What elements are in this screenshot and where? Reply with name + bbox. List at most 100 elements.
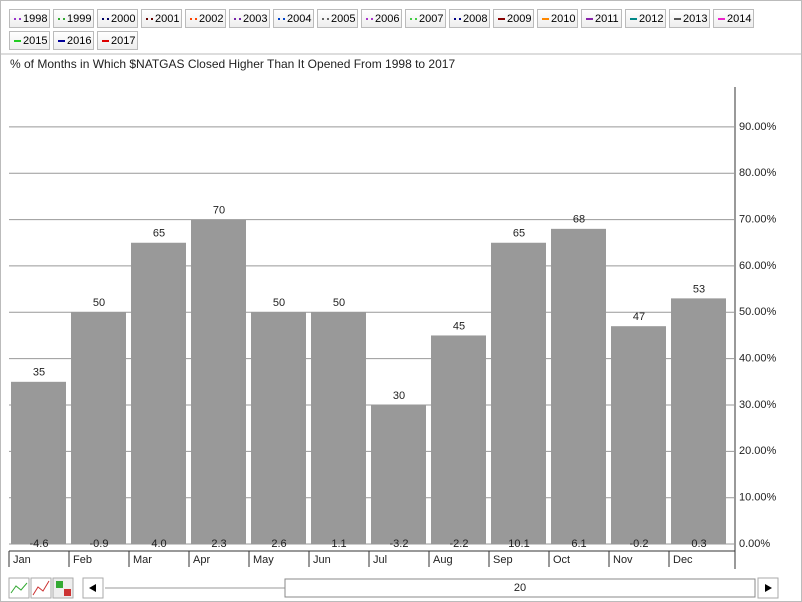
- legend-button[interactable]: 2001: [141, 9, 182, 28]
- legend-button[interactable]: 2009: [493, 9, 534, 28]
- arrow-left: [89, 584, 96, 592]
- legend-label: 2008: [463, 13, 488, 25]
- legend-swatch: [366, 18, 373, 21]
- legend-label: 2000: [111, 13, 136, 25]
- legend-button[interactable]: 2008: [449, 9, 490, 28]
- legend-label: 2003: [243, 13, 268, 25]
- y-tick-label: 20.00%: [739, 445, 777, 457]
- legend-button[interactable]: 2000: [97, 9, 138, 28]
- y-tick-label: 40.00%: [739, 353, 777, 365]
- legend-label: 1999: [67, 13, 92, 25]
- bar: [671, 298, 726, 545]
- bottom-label: 0.3: [691, 538, 706, 550]
- bar: [371, 404, 426, 545]
- value-label: 53: [693, 283, 705, 295]
- legend-button[interactable]: 2011: [581, 9, 622, 28]
- bar: [491, 242, 546, 545]
- arrow-right: [765, 584, 772, 592]
- legend-label: 2011: [595, 13, 619, 25]
- line-icon-glyph: [10, 582, 28, 594]
- legend-button[interactable]: 2010: [537, 9, 578, 28]
- legend-label: 2009: [507, 13, 532, 25]
- bar: [551, 228, 606, 545]
- bar: [191, 219, 246, 545]
- legend-label: 2016: [67, 35, 92, 47]
- legend-swatch: [498, 18, 505, 21]
- bottom-label: -0.2: [630, 538, 649, 550]
- chart-icon-glyph: [32, 580, 50, 596]
- y-tick-label: 50.00%: [739, 306, 777, 318]
- bottom-label: 1.1: [331, 538, 346, 550]
- legend-button[interactable]: 2003: [229, 9, 270, 28]
- x-tick-label: Feb: [73, 554, 92, 566]
- legend-label: 2017: [111, 35, 136, 47]
- legend-swatch: [322, 18, 329, 21]
- legend-swatch: [58, 18, 65, 21]
- legend-swatch: [234, 18, 241, 21]
- bar-icon-glyph: [56, 581, 63, 588]
- bottom-label: -3.2: [390, 538, 409, 550]
- scroll-value: 20: [514, 582, 526, 594]
- legend-button[interactable]: 2002: [185, 9, 226, 28]
- legend-button[interactable]: 2017: [97, 31, 138, 50]
- value-label: 70: [213, 204, 225, 216]
- separator: [1, 53, 801, 55]
- x-tick-label: Mar: [133, 554, 152, 566]
- bottom-label: -4.6: [30, 538, 49, 550]
- legend-button[interactable]: 2013: [669, 9, 710, 28]
- x-tick-label: Aug: [433, 554, 453, 566]
- legend-swatch: [454, 18, 461, 21]
- legend-label: 1998: [23, 13, 48, 25]
- legend-label: 2007: [419, 13, 444, 25]
- bottom-label: -2.2: [450, 538, 469, 550]
- legend-label: 2012: [639, 13, 664, 25]
- y-tick-label: 70.00%: [739, 213, 777, 225]
- bar: [311, 312, 366, 545]
- x-tick-label: Dec: [673, 554, 693, 566]
- bar: [431, 335, 486, 545]
- chart-icon[interactable]: [30, 577, 52, 599]
- legend-label: 2002: [199, 13, 224, 25]
- bottom-label: 2.3: [211, 538, 226, 550]
- bottom-label: 6.1: [571, 538, 586, 550]
- scroll-thumb[interactable]: [284, 578, 756, 598]
- y-tick-label: 30.00%: [739, 399, 777, 411]
- value-label: 68: [573, 214, 585, 226]
- legend-label: 2006: [375, 13, 400, 25]
- x-tick-label: Apr: [193, 554, 210, 566]
- x-tick-label: May: [253, 554, 274, 566]
- legend-button[interactable]: 1999: [53, 9, 94, 28]
- legend-swatch: [146, 18, 153, 21]
- bottom-label: 10.1: [508, 538, 529, 550]
- legend-swatch: [586, 18, 593, 21]
- value-label: 50: [273, 297, 285, 309]
- x-tick-label: Jun: [313, 554, 331, 566]
- bar: [71, 312, 126, 545]
- legend-button[interactable]: 2014: [713, 9, 754, 28]
- legend-swatch: [674, 18, 681, 21]
- y-tick-label: 0.00%: [739, 538, 770, 550]
- legend-button[interactable]: 2005: [317, 9, 358, 28]
- legend-button[interactable]: 2012: [625, 9, 666, 28]
- legend-label: 2010: [551, 13, 576, 25]
- legend-swatch: [718, 18, 725, 21]
- x-tick-label: Sep: [493, 554, 513, 566]
- y-tick-label: 80.00%: [739, 167, 777, 179]
- legend-button[interactable]: 2007: [405, 9, 446, 28]
- bar: [11, 381, 66, 545]
- value-label: 35: [33, 367, 45, 379]
- legend-button[interactable]: 2016: [53, 31, 94, 50]
- legend-button[interactable]: 2015: [9, 31, 50, 50]
- legend-button[interactable]: 2006: [361, 9, 402, 28]
- x-tick-label: Jan: [13, 554, 31, 566]
- legend-swatch: [190, 18, 197, 21]
- legend-button[interactable]: 2004: [273, 9, 314, 28]
- legend-swatch: [630, 18, 637, 21]
- legend-button[interactable]: 1998: [9, 9, 50, 28]
- value-label: 50: [93, 297, 105, 309]
- legend-label: 2014: [727, 13, 752, 25]
- y-tick-label: 60.00%: [739, 260, 777, 272]
- value-label: 65: [513, 228, 525, 240]
